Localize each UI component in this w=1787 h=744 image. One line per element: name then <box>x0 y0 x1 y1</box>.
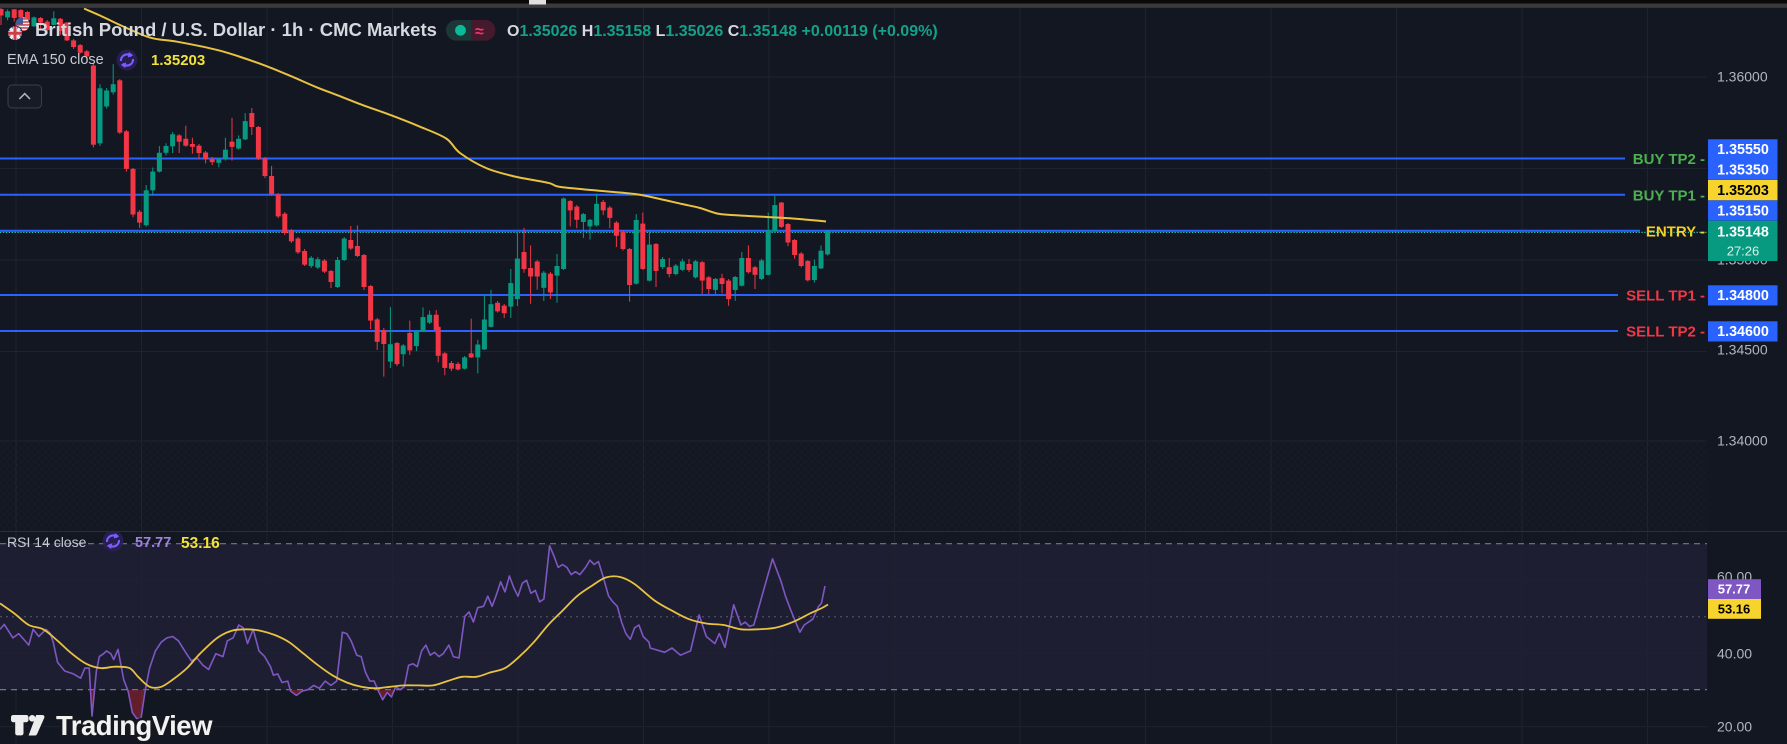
svg-text:20.00: 20.00 <box>1717 719 1752 735</box>
svg-text:57.77: 57.77 <box>135 535 171 551</box>
svg-text:1.35148: 1.35148 <box>1717 225 1769 241</box>
svg-text:EMA 150 close: EMA 150 close <box>7 52 104 68</box>
svg-text:1.35150: 1.35150 <box>1717 203 1769 219</box>
svg-text:ENTRY -: ENTRY - <box>1646 224 1705 241</box>
svg-text:1.35550: 1.35550 <box>1717 142 1769 158</box>
svg-text:1.34800: 1.34800 <box>1717 288 1769 304</box>
svg-text:TradingView: TradingView <box>56 710 213 741</box>
svg-text:SELL TP1 -: SELL TP1 - <box>1626 288 1705 305</box>
svg-text:1.34500: 1.34500 <box>1717 342 1768 358</box>
svg-text:1.35203: 1.35203 <box>1717 183 1769 199</box>
svg-text:≈: ≈ <box>475 24 484 41</box>
svg-text:O1.35026 H1.35158 L1.35026 C1.: O1.35026 H1.35158 L1.35026 C1.35148 +0.0… <box>507 23 938 40</box>
svg-text:1.34600: 1.34600 <box>1717 324 1769 340</box>
svg-text:1.36000: 1.36000 <box>1717 69 1768 85</box>
svg-text:BUY TP1 -: BUY TP1 - <box>1633 188 1705 205</box>
svg-text:40.00: 40.00 <box>1717 646 1752 662</box>
svg-text:53.16: 53.16 <box>1718 601 1751 616</box>
svg-text:53.16: 53.16 <box>181 535 220 552</box>
svg-text:BUY TP2 -: BUY TP2 - <box>1633 151 1705 168</box>
svg-text:1.35203: 1.35203 <box>151 52 205 69</box>
svg-text:57.77: 57.77 <box>1718 582 1751 597</box>
svg-text:TradingView: TradingView <box>56 710 213 741</box>
svg-text:1.35350: 1.35350 <box>1717 162 1769 178</box>
svg-text:27:26: 27:26 <box>1727 244 1760 259</box>
svg-text:SELL TP2 -: SELL TP2 - <box>1626 324 1705 341</box>
svg-text:RSI 14 close: RSI 14 close <box>7 534 87 550</box>
svg-text:1.34000: 1.34000 <box>1717 433 1768 449</box>
svg-text:British Pound / U.S. Dollar ·: British Pound / U.S. Dollar · 1h · CMC M… <box>35 19 437 40</box>
